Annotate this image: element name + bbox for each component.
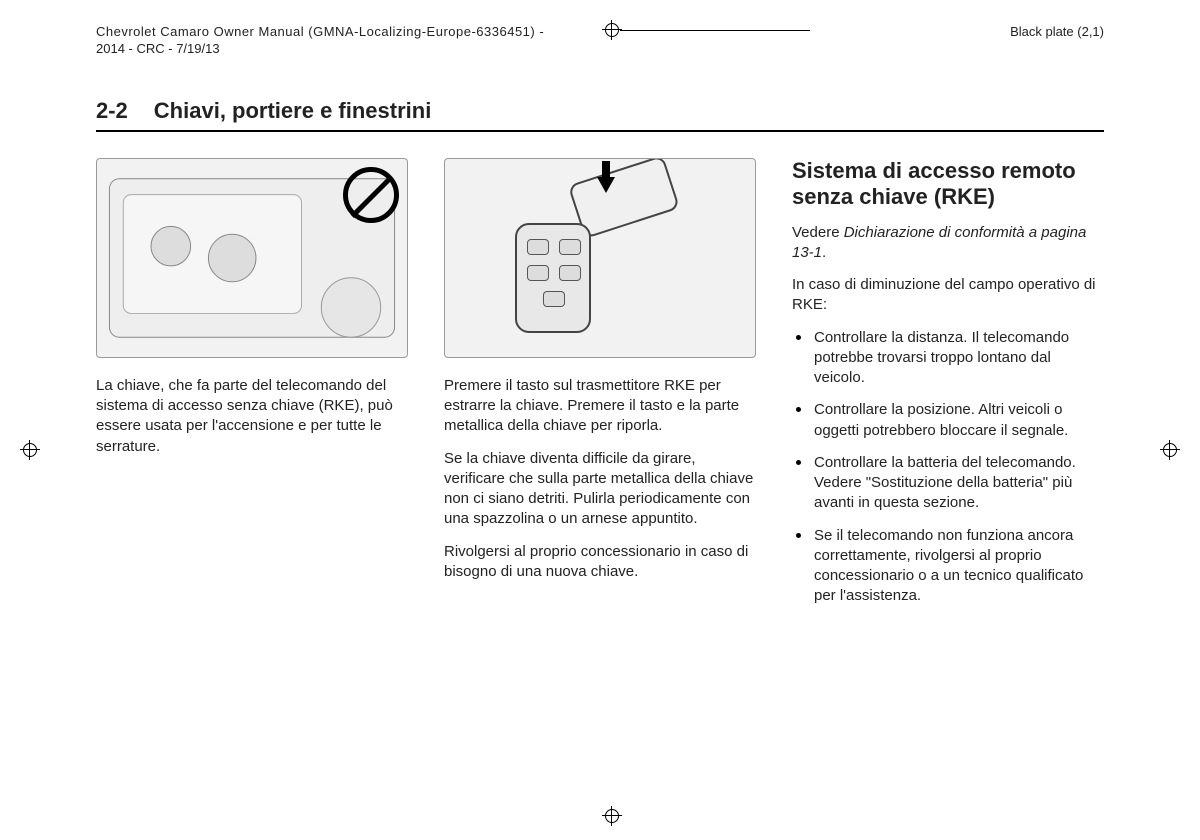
fob-button [559,265,581,281]
list-item: Controllare la distanza. Il telecomando … [792,328,1104,389]
section-title: Chiavi, portiere e finestrini [154,98,432,124]
list-item: Controllare la posizione. Altri veicoli … [792,400,1104,441]
rke-intro: In caso di diminuzione del campo operati… [792,275,1104,316]
col1-paragraph-1: La chiave, che fa parte del telecomando … [96,376,408,457]
fob-button [527,239,549,255]
fob-body [515,223,591,333]
column-2: Premere il tasto sul trasmettitore RKE p… [444,158,756,619]
col2-paragraph-3: Rivolgersi al proprio concessionario in … [444,542,756,583]
figure-key-fob [444,158,756,358]
rke-heading: Sistema di accesso remoto senza chiave (… [792,158,1104,211]
section-header: 2-2 Chiavi, portiere e finestrini [96,98,1104,132]
content-columns: La chiave, che fa parte del telecomando … [96,158,1104,619]
header-left-line2: 2014 - CRC - 7/19/13 [96,41,544,58]
page: Chevrolet Camaro Owner Manual (GMNA-Loca… [0,0,1200,840]
see-suffix: . [822,244,826,261]
col2-paragraph-1: Premere il tasto sul trasmettitore RKE p… [444,376,756,437]
rke-bullet-list: Controllare la distanza. Il telecomando … [792,328,1104,607]
fob-button [559,239,581,255]
list-item: Se il telecomando non funziona ancora co… [792,526,1104,607]
column-3: Sistema di accesso remoto senza chiave (… [792,158,1104,619]
list-item: Controllare la batteria del telecomando.… [792,453,1104,514]
arrow-down-icon [597,177,615,193]
fob-button [543,291,565,307]
column-1: La chiave, che fa parte del telecomando … [96,158,408,619]
see-prefix: Vedere [792,224,844,241]
header-right: Black plate (2,1) [1010,24,1104,39]
prohibition-icon [343,167,399,223]
section-number: 2-2 [96,98,128,124]
figure-child-warning [96,158,408,358]
fob-button [527,265,549,281]
keyfob-illustration [515,183,685,333]
rke-see-line: Vedere Dichiarazione di conformità a pag… [792,223,1104,264]
running-header: Chevrolet Camaro Owner Manual (GMNA-Loca… [96,24,1104,58]
header-left-line1: Chevrolet Camaro Owner Manual (GMNA-Loca… [96,24,544,41]
header-left: Chevrolet Camaro Owner Manual (GMNA-Loca… [96,24,544,58]
col2-paragraph-2: Se la chiave diventa difficile da girare… [444,449,756,530]
